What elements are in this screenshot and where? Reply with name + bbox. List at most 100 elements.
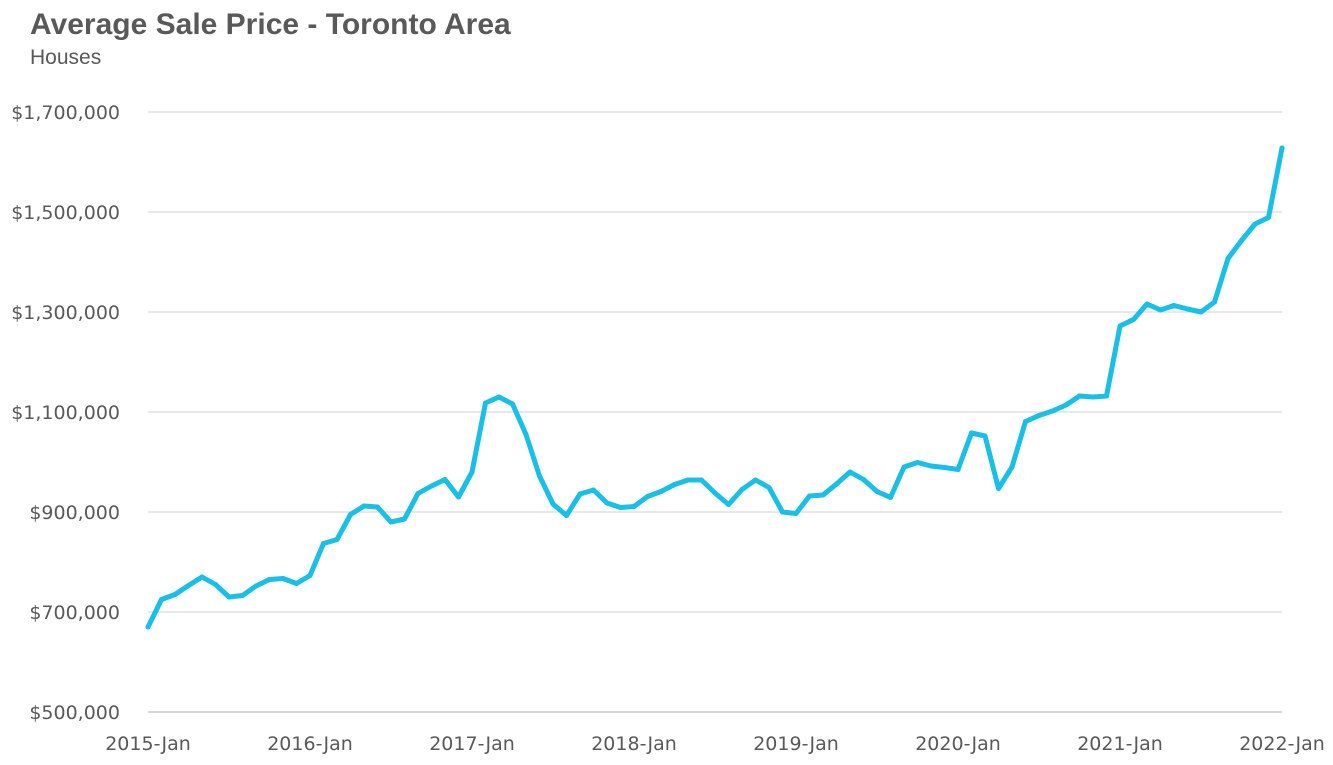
data-point — [618, 505, 623, 510]
data-point — [510, 401, 515, 407]
data-point — [874, 489, 880, 494]
data-point — [807, 493, 812, 499]
data-point — [1104, 393, 1109, 399]
data-point — [496, 394, 502, 400]
x-tick-label: 2015-Jan — [105, 733, 191, 755]
data-point — [172, 592, 178, 597]
series-line — [145, 145, 1285, 630]
x-axis-tick-labels: 2015-Jan 2016-Jan 2017-Jan 2018-Jan 2019-Jan… — [105, 733, 1325, 755]
chart-title: Average Sale Price - Toronto Area — [30, 8, 511, 41]
data-point — [766, 485, 772, 490]
data-point — [280, 576, 286, 581]
data-point — [213, 582, 218, 587]
data-point — [996, 486, 1001, 491]
x-tick-label: 2018-Jan — [591, 733, 677, 755]
y-axis-tick-labels: $500,000 $700,000 $900,000 $1,100,000 $1,300… — [11, 102, 120, 724]
y-tick-label: $1,700,000 — [11, 102, 120, 124]
data-point — [1171, 303, 1177, 308]
data-point — [847, 469, 853, 475]
data-point — [1009, 464, 1015, 470]
y-tick-label: $1,500,000 — [11, 202, 120, 224]
data-point — [1117, 323, 1123, 329]
data-point — [780, 509, 785, 515]
data-point — [226, 594, 232, 600]
data-point — [982, 433, 988, 439]
data-point — [348, 512, 353, 517]
data-point — [672, 482, 677, 487]
y-tick-label: $700,000 — [29, 602, 120, 624]
series-layer — [145, 145, 1285, 630]
data-point — [1266, 215, 1271, 220]
data-point — [1239, 238, 1244, 243]
data-point — [1225, 256, 1231, 261]
data-point — [415, 491, 421, 496]
data-point — [969, 430, 974, 436]
x-tick-label: 2017-Jan — [429, 733, 515, 755]
data-point — [253, 583, 259, 589]
data-point — [1212, 299, 1217, 305]
data-point — [1279, 145, 1285, 151]
data-point — [1050, 408, 1055, 414]
data-point — [564, 513, 569, 518]
data-point — [861, 477, 866, 482]
data-point — [375, 504, 380, 510]
data-point — [1144, 301, 1150, 307]
data-point — [523, 432, 529, 437]
data-point — [1252, 221, 1258, 227]
x-tick-label: 2016-Jan — [267, 733, 353, 755]
x-tick-label: 2022-Jan — [1239, 733, 1325, 755]
data-point — [942, 465, 947, 470]
data-point — [1036, 413, 1042, 418]
data-point — [240, 593, 245, 598]
data-point — [1077, 393, 1082, 399]
data-point — [1198, 309, 1204, 315]
x-tick-label: 2019-Jan — [753, 733, 839, 755]
data-point — [321, 541, 326, 546]
data-point — [726, 502, 731, 507]
data-point — [294, 581, 299, 586]
data-point — [685, 477, 691, 483]
data-point — [1023, 419, 1028, 424]
data-point — [901, 464, 907, 470]
data-point — [199, 574, 205, 580]
x-tick-label: 2020-Jan — [915, 733, 1001, 755]
data-point — [469, 469, 475, 475]
y-tick-label: $1,300,000 — [11, 302, 120, 324]
data-point — [186, 583, 191, 588]
data-point — [483, 400, 488, 406]
data-point — [402, 516, 407, 522]
data-point — [793, 511, 799, 516]
data-point — [712, 490, 718, 496]
data-point — [334, 537, 340, 542]
x-tick-label: 2021-Jan — [1077, 733, 1163, 755]
data-point — [1131, 317, 1136, 322]
data-point — [631, 504, 637, 509]
data-point — [658, 489, 664, 494]
data-point — [537, 473, 542, 479]
data-point — [888, 495, 893, 500]
data-point — [591, 487, 596, 493]
data-point — [645, 494, 650, 499]
data-point — [915, 460, 920, 465]
y-tick-label: $900,000 — [29, 502, 120, 524]
data-point — [955, 467, 961, 472]
data-point — [456, 494, 461, 500]
data-point — [429, 483, 434, 489]
data-point — [307, 573, 313, 578]
data-point — [820, 492, 826, 498]
data-point — [550, 501, 556, 507]
data-point — [753, 477, 758, 483]
data-point — [928, 463, 934, 469]
data-point — [699, 477, 704, 483]
data-point — [361, 503, 367, 509]
data-point — [834, 481, 839, 487]
data-point — [1090, 394, 1096, 400]
data-point — [1063, 402, 1069, 408]
data-point — [388, 519, 394, 525]
gridlines — [148, 111, 1282, 713]
data-point — [1185, 306, 1190, 312]
y-tick-label: $500,000 — [29, 702, 120, 724]
data-point — [1158, 307, 1163, 313]
data-point — [577, 491, 583, 497]
